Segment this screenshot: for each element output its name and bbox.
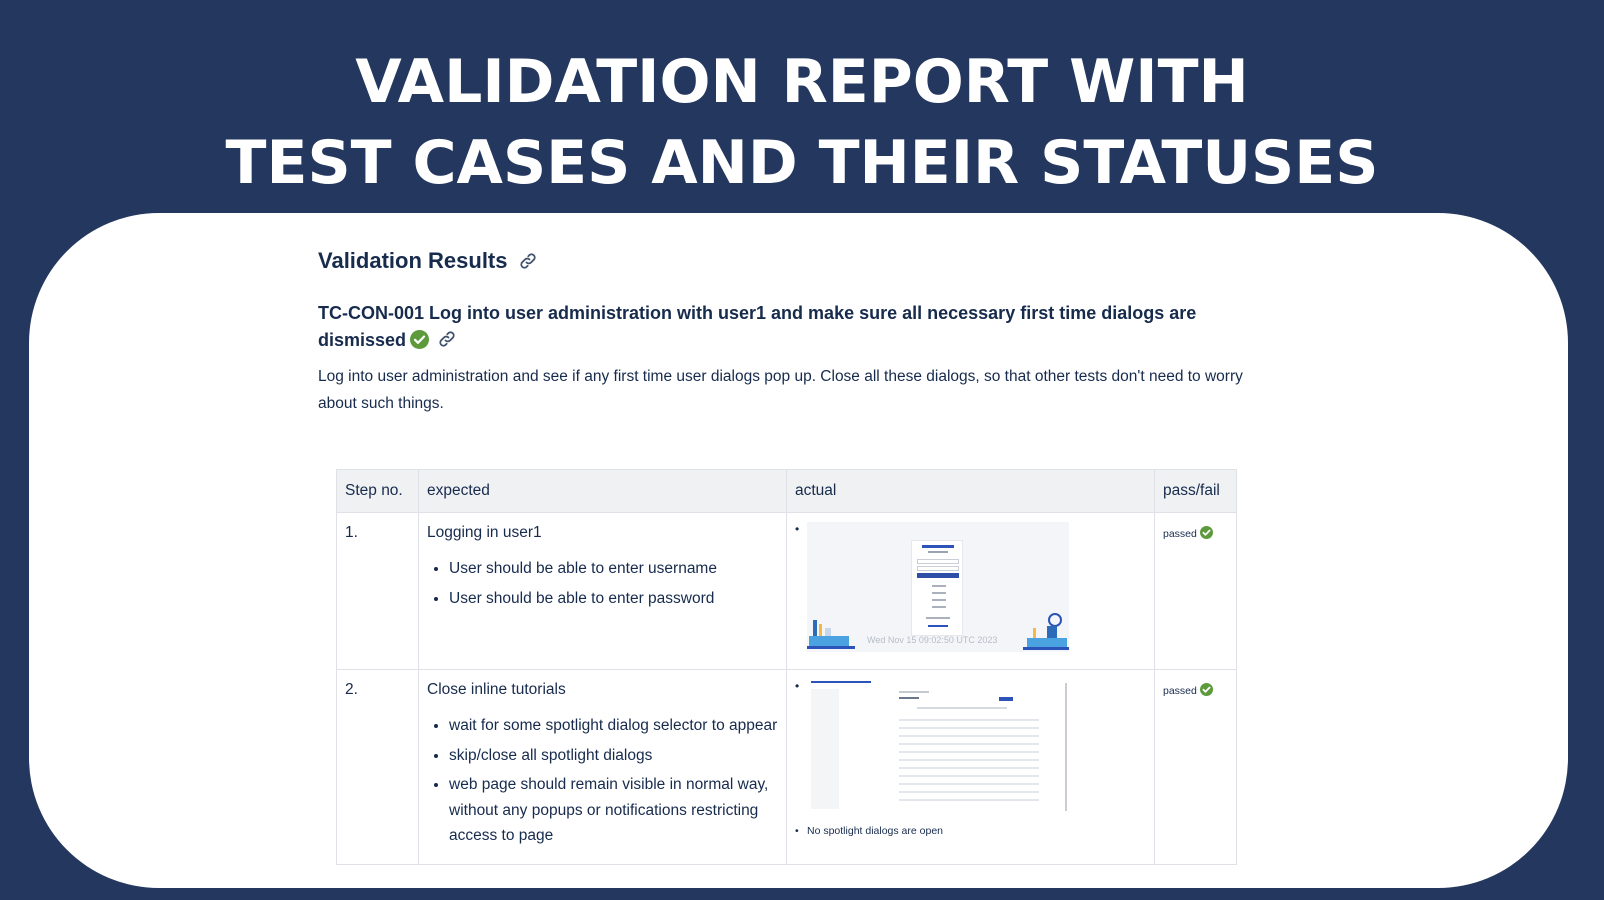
report-content: Validation Results TC-CON-001 Log into u…: [318, 246, 1248, 865]
admin-scrollbar: [1065, 683, 1067, 811]
actual-cell: •: [786, 669, 1155, 865]
footer-logo: [928, 625, 948, 627]
header-pass-fail: pass/fail: [1154, 469, 1237, 513]
check-circle-icon: [1199, 683, 1213, 696]
admin-row: [899, 791, 1039, 793]
status-badge: passed: [1163, 683, 1213, 697]
actual-cell: •: [786, 512, 1155, 670]
password-field: [917, 566, 959, 571]
atlassian-logo: [922, 545, 954, 548]
login-option: [932, 592, 946, 594]
actual-caption: • No spotlight dialogs are open: [795, 825, 1146, 837]
expected-cell: Logging in user1 User should be able to …: [418, 512, 787, 670]
login-option: [932, 599, 946, 601]
admin-row: [899, 719, 1039, 721]
heading-text: Validation Results: [318, 248, 508, 273]
admin-title: [899, 697, 919, 699]
actual-item: •: [795, 522, 1146, 652]
admin-action-button: [999, 697, 1013, 701]
caption-text: No spotlight dialogs are open: [807, 825, 944, 837]
admin-row: [899, 767, 1039, 769]
results-table: Step no. expected actual pass/fail 1. Lo…: [336, 469, 1237, 865]
admin-row: [899, 727, 1039, 729]
link-icon[interactable]: [437, 329, 457, 349]
illustration-right: [1023, 613, 1069, 650]
link-icon[interactable]: [518, 251, 538, 271]
list-item: web page should remain visible in normal…: [449, 772, 778, 849]
admin-screenshot[interactable]: [807, 679, 1069, 813]
admin-row: [899, 783, 1039, 785]
login-option: [932, 606, 946, 608]
illustration-left: [807, 620, 855, 649]
table-header-row: Step no. expected actual pass/fail: [336, 469, 1237, 513]
table-row: 2. Close inline tutorials wait for some …: [336, 669, 1237, 865]
header-step: Step no.: [336, 469, 419, 513]
check-circle-icon: [410, 330, 430, 349]
admin-breadcrumb: [899, 691, 929, 693]
login-dialog: [911, 540, 963, 636]
status-text: passed: [1163, 685, 1197, 697]
list-item: User should be able to enter password: [449, 586, 778, 612]
page-banner: VALIDATION REPORT WITH TEST CASES AND TH…: [0, 42, 1604, 204]
login-footer: [926, 617, 950, 619]
table-row: 1. Logging in user1 User should be able …: [336, 512, 1237, 670]
test-case-description: Log into user administration and see if …: [318, 368, 1243, 412]
admin-row: [899, 735, 1039, 737]
expected-list: wait for some spotlight dialog selector …: [427, 713, 778, 849]
check-circle-icon: [1199, 526, 1213, 539]
expected-title: Close inline tutorials: [427, 681, 566, 698]
status-badge: passed: [1163, 526, 1213, 540]
admin-filter-bar: [917, 707, 1007, 709]
login-option: [932, 585, 946, 587]
expected-title: Logging in user1: [427, 524, 542, 541]
header-actual: actual: [786, 469, 1155, 513]
login-screenshot[interactable]: Wed Nov 15 09:02:50 UTC 2023: [807, 522, 1069, 652]
list-item: User should be able to enter username: [449, 556, 778, 582]
expected-cell: Close inline tutorials wait for some spo…: [418, 669, 787, 865]
bullet: •: [795, 825, 799, 837]
list-item: wait for some spotlight dialog selector …: [449, 713, 778, 739]
step-number: 2.: [336, 669, 419, 865]
admin-row: [899, 775, 1039, 777]
expected-list: User should be able to enter username Us…: [427, 556, 778, 611]
header-expected: expected: [418, 469, 787, 513]
admin-row: [899, 759, 1039, 761]
login-subtitle: [928, 551, 948, 553]
validation-results-heading: Validation Results: [318, 246, 1248, 276]
actual-item: •: [795, 679, 1146, 813]
test-case-title-text: TC-CON-001 Log into user administration …: [318, 303, 1197, 350]
admin-row: [899, 751, 1039, 753]
admin-sidebar: [811, 689, 839, 809]
report-card: Validation Results TC-CON-001 Log into u…: [29, 213, 1568, 888]
status-text: passed: [1163, 528, 1197, 540]
list-item: skip/close all spotlight dialogs: [449, 743, 778, 769]
screenshot-timestamp: Wed Nov 15 09:02:50 UTC 2023: [867, 635, 998, 645]
status-cell: passed: [1154, 512, 1237, 670]
admin-header-logo: [811, 681, 871, 683]
banner-line-2: TEST CASES AND THEIR STATUSES: [225, 128, 1379, 198]
bullet: •: [795, 679, 800, 693]
admin-row: [899, 799, 1039, 801]
username-field: [917, 559, 959, 564]
admin-row: [899, 743, 1039, 745]
continue-button: [917, 573, 959, 578]
step-number: 1.: [336, 512, 419, 670]
banner-line-1: VALIDATION REPORT WITH: [355, 47, 1249, 117]
test-case-title: TC-CON-001 Log into user administration …: [318, 300, 1218, 354]
status-cell: passed: [1154, 669, 1237, 865]
bullet: •: [795, 522, 800, 536]
